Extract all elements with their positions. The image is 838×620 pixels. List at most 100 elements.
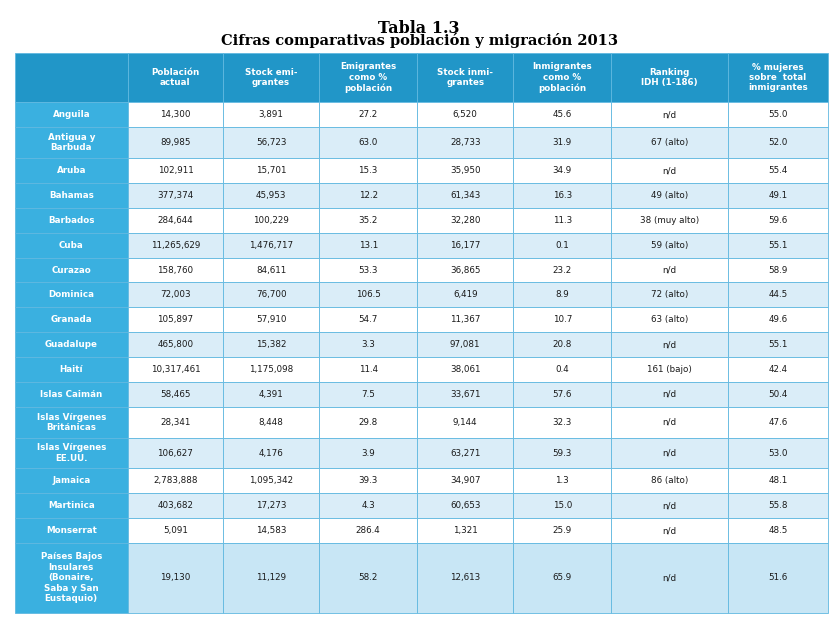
Text: 25.9: 25.9 [552,526,572,535]
Text: 4.3: 4.3 [361,501,375,510]
Bar [728,543,828,613]
Bar [417,158,513,183]
Bar [513,102,612,127]
Text: 11.3: 11.3 [552,216,572,225]
Bar [319,102,417,127]
Bar [15,494,127,518]
Bar [513,407,612,438]
Bar [319,208,417,232]
Bar [513,127,612,158]
Bar [15,357,127,382]
Bar [127,357,223,382]
Text: 84,611: 84,611 [256,265,287,275]
Text: 86 (alto): 86 (alto) [651,476,688,485]
Bar [513,332,612,357]
Text: Inmigrantes
como %
población: Inmigrantes como % población [532,63,592,93]
Bar [319,468,417,494]
Text: 1,175,098: 1,175,098 [249,365,293,374]
Bar [612,232,728,258]
Bar [417,543,513,613]
Text: 39.3: 39.3 [359,476,378,485]
Bar [319,438,417,468]
Text: 158,760: 158,760 [158,265,194,275]
Bar [513,53,612,102]
Bar [223,208,319,232]
Bar [15,232,127,258]
Text: 4,176: 4,176 [259,448,283,458]
Text: 45.6: 45.6 [552,110,572,120]
Bar [612,258,728,283]
Text: 5,091: 5,091 [163,526,188,535]
Bar [15,438,127,468]
Bar [319,158,417,183]
Bar [612,407,728,438]
Text: n/d: n/d [663,501,677,510]
Text: 1,321: 1,321 [453,526,478,535]
Bar [319,494,417,518]
Bar [223,468,319,494]
Bar [223,53,319,102]
Bar [319,382,417,407]
Bar [15,283,127,308]
Text: 60,653: 60,653 [450,501,480,510]
Text: 63 (alto): 63 (alto) [651,316,688,324]
Text: 11,129: 11,129 [256,574,287,582]
Bar [319,283,417,308]
Text: Martinica: Martinica [48,501,95,510]
Bar [417,183,513,208]
Bar [15,332,127,357]
Text: Tabla 1.3: Tabla 1.3 [378,20,460,37]
Text: 57,910: 57,910 [256,316,287,324]
Bar [15,382,127,407]
Bar [223,518,319,543]
Bar [728,283,828,308]
Text: 16,177: 16,177 [450,241,480,250]
Text: 6,520: 6,520 [453,110,478,120]
Bar [612,53,728,102]
Bar [728,158,828,183]
Text: 3,891: 3,891 [259,110,283,120]
Bar [319,332,417,357]
Text: 8.9: 8.9 [556,290,569,299]
Bar [513,543,612,613]
Text: 49 (alto): 49 (alto) [651,191,688,200]
Bar [127,208,223,232]
Bar [319,357,417,382]
Text: 58.2: 58.2 [359,574,378,582]
Text: 10,317,461: 10,317,461 [151,365,200,374]
Bar [612,158,728,183]
Text: 55.0: 55.0 [768,110,788,120]
Bar [15,158,127,183]
Text: n/d: n/d [663,418,677,427]
Text: % mujeres
sobre  total
inmigrantes: % mujeres sobre total inmigrantes [748,63,808,92]
Bar [612,102,728,127]
Text: n/d: n/d [663,390,677,399]
Text: 102,911: 102,911 [158,166,194,175]
Text: 59 (alto): 59 (alto) [651,241,688,250]
Bar [612,332,728,357]
Bar [319,518,417,543]
Bar [417,382,513,407]
Bar [417,127,513,158]
Bar [223,102,319,127]
Text: 3.3: 3.3 [361,340,375,349]
Text: 59.6: 59.6 [768,216,788,225]
Bar [15,102,127,127]
Text: 55.1: 55.1 [768,340,788,349]
Text: 55.1: 55.1 [768,241,788,250]
Text: 0.1: 0.1 [556,241,569,250]
Text: 63.0: 63.0 [359,138,378,147]
Text: 50.4: 50.4 [768,390,788,399]
Bar [417,53,513,102]
Bar [417,232,513,258]
Text: 11,265,629: 11,265,629 [151,241,200,250]
Bar [612,183,728,208]
Text: Población
actual: Población actual [152,68,199,87]
Text: 6,419: 6,419 [453,290,478,299]
Text: 12,613: 12,613 [450,574,480,582]
Bar [417,494,513,518]
Text: 33,671: 33,671 [450,390,480,399]
Text: Países Bajos
Insulares
(Bonaire,
Saba y San
Eustaquio): Países Bajos Insulares (Bonaire, Saba y … [40,552,102,603]
Text: 55.8: 55.8 [768,501,788,510]
Bar [127,127,223,158]
